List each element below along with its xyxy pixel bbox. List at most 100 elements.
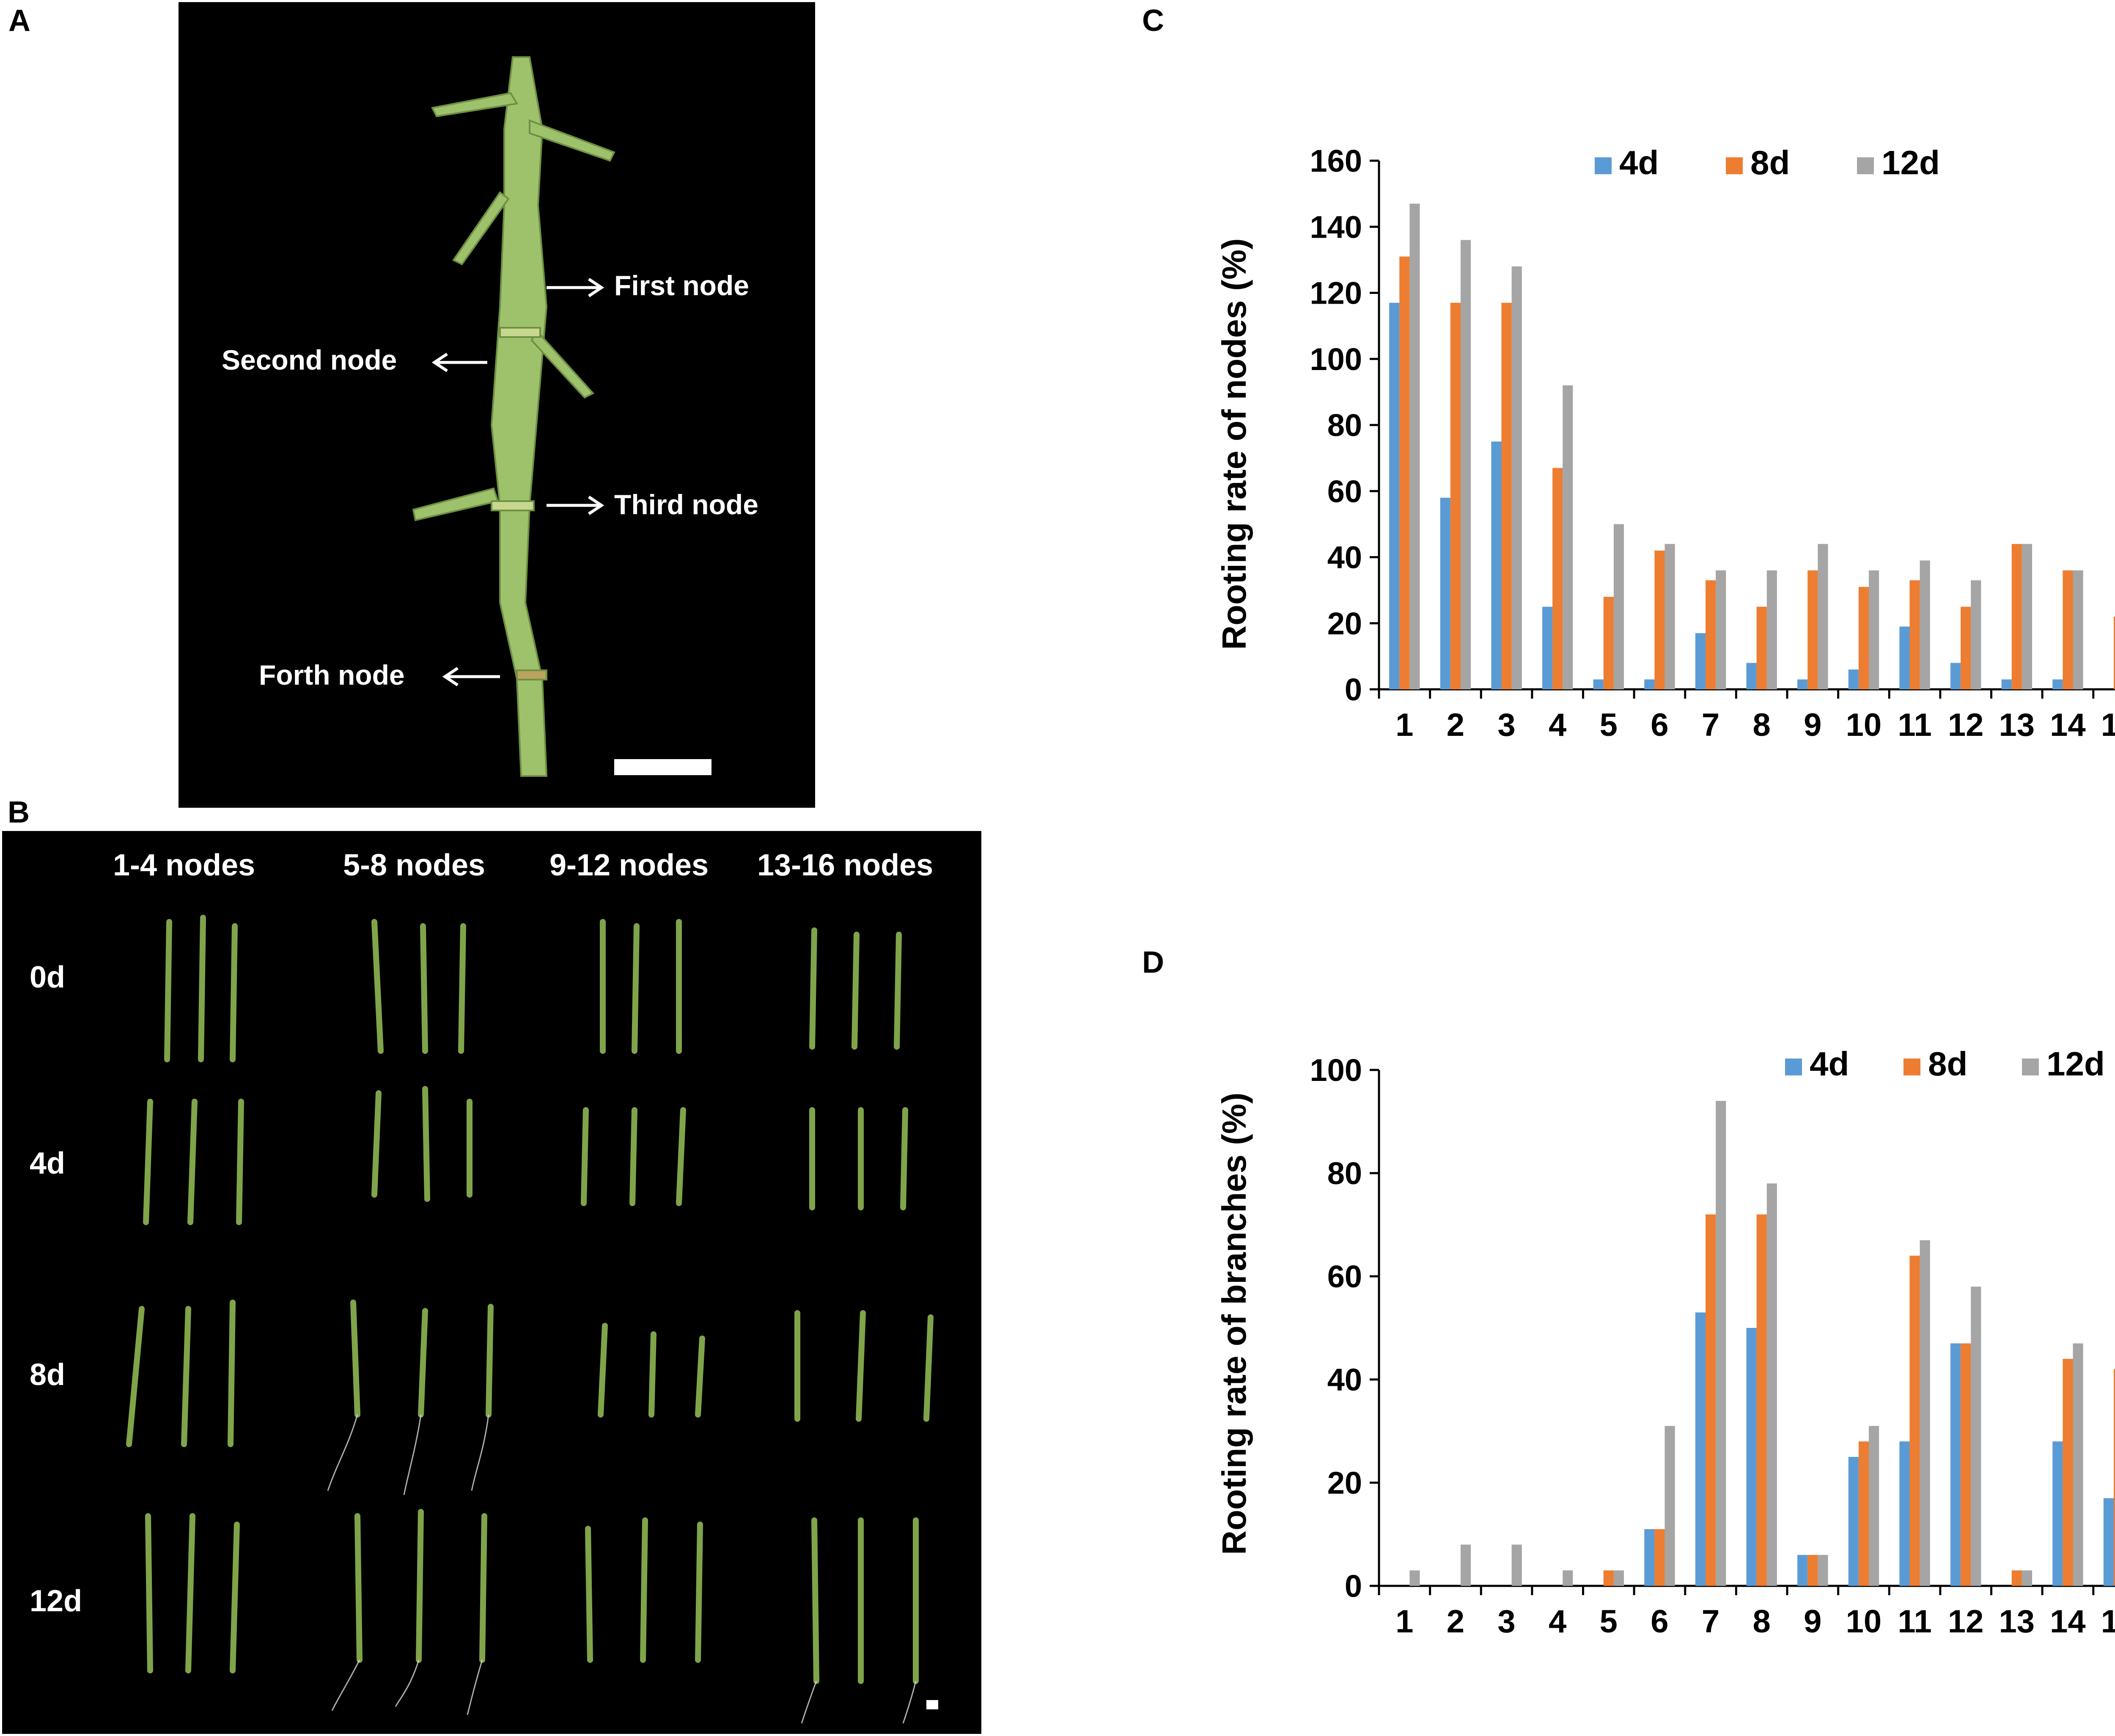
chart-c-x-tick-label: 7 — [1702, 707, 1719, 743]
label-third-node: Third node — [614, 489, 758, 520]
chart-d-bar-4d — [1746, 1328, 1757, 1586]
chart-d-bar-8d — [1961, 1343, 1971, 1586]
chart-d-bar-4d — [1950, 1343, 1961, 1586]
chart-c-bar-4d — [1644, 679, 1655, 689]
chart-d-bar-12d — [1461, 1544, 1471, 1586]
chart-c-ylabel: Rooting rate of nodes (%) — [1215, 238, 1253, 650]
chart-c-bar-4d — [1797, 679, 1808, 689]
panel-letter-b: B — [8, 795, 30, 829]
chart-c-bar-12d — [1766, 570, 1777, 689]
chart-d-bar-12d — [1971, 1286, 1981, 1586]
chart-c-y-tick-label: 100 — [1310, 342, 1362, 377]
chart-c-bar-8d — [2063, 570, 2073, 689]
chart-c-legend-label: 8d — [1750, 144, 1790, 181]
chart-c-bar-12d — [2073, 570, 2083, 689]
chart-c-bar-12d — [1869, 570, 1879, 689]
chart-d-bar-8d — [2063, 1359, 2073, 1586]
chart-c-bar-12d — [1613, 524, 1624, 689]
chart-d-bar-8d — [1756, 1214, 1767, 1586]
chart-c-legend-swatch — [1857, 157, 1874, 174]
chart-c-bar-4d — [1746, 663, 1757, 689]
chart-c-bar-12d — [1409, 203, 1420, 689]
chart-d-x-tick-label: 3 — [1497, 1604, 1515, 1640]
chart-c-bar-4d — [1950, 663, 1961, 689]
chart-d-bar-12d — [1920, 1240, 1930, 1586]
chart-c-x-tick-label: 11 — [1898, 707, 1931, 743]
chart-d-bar-12d — [1665, 1426, 1675, 1586]
chart-c-bar-12d — [1920, 560, 1930, 689]
chart-c-x-tick-label: 14 — [2050, 707, 2086, 743]
chart-c-x-tick-label: 5 — [1600, 707, 1618, 743]
chart-c-x-tick-label: 4 — [1549, 707, 1566, 743]
chart-d-x-tick-label: 11 — [1898, 1604, 1931, 1640]
chart-c-bar-8d — [1858, 587, 1869, 689]
chart-d-bar-12d — [1818, 1555, 1828, 1586]
chart-d-x-tick-label: 14 — [2050, 1604, 2086, 1640]
chart-c-bar-4d — [1695, 633, 1706, 689]
chart-c-bar-4d — [1389, 302, 1400, 689]
chart-c-bar-8d — [2011, 544, 2022, 689]
chart-c-bar-4d — [2001, 679, 2012, 689]
chart-d-bar-12d — [1613, 1570, 1624, 1586]
chart-d-y-tick-label: 60 — [1327, 1259, 1362, 1294]
chart-d-bar-8d — [1909, 1256, 1920, 1586]
chart-c-bar-8d — [1807, 570, 1818, 689]
column-label-4: 13-16 nodes — [757, 848, 934, 882]
chart-d-bar-8d — [1706, 1214, 1716, 1586]
chart-d-bar-8d — [1858, 1441, 1869, 1586]
chart-c-bar-12d — [1716, 570, 1726, 689]
chart-c-bar-4d — [1899, 626, 1910, 689]
chart-c-x-tick-label: 13 — [1999, 707, 2035, 743]
chart-d-bar-8d — [2114, 1369, 2115, 1586]
chart-d-x-tick-label: 6 — [1651, 1604, 1668, 1640]
label-forth-node: Forth node — [259, 659, 405, 691]
chart-d-bar-4d — [1797, 1555, 1808, 1586]
chart-c-bar-4d — [1848, 669, 1859, 689]
chart-d-legend-swatch — [1904, 1059, 1920, 1075]
chart-c-y-tick-label: 80 — [1327, 408, 1362, 443]
chart-c-bar-8d — [1909, 580, 1920, 689]
chart-c-y-tick-label: 40 — [1327, 540, 1362, 575]
chart-c-legend-label: 4d — [1619, 144, 1659, 181]
chart-d-x-tick-label: 12 — [1948, 1604, 1984, 1640]
chart-c-bar-8d — [1552, 468, 1563, 689]
chart-d-legend-label: 12d — [2046, 1045, 2105, 1083]
panel-letter-d: D — [1142, 946, 1164, 979]
column-label-2: 5-8 nodes — [343, 848, 486, 882]
chart-d-ylabel: Rooting rate of branches (%) — [1215, 1092, 1253, 1555]
chart-d-y-tick-label: 40 — [1327, 1362, 1362, 1397]
chart-d-legend-swatch — [2022, 1059, 2039, 1075]
chart-c-bar-4d — [1542, 606, 1553, 689]
chart-d-bar-12d — [2022, 1570, 2032, 1586]
chart-c-bar-12d — [1511, 266, 1522, 689]
chart-d-legend-label: 4d — [1810, 1045, 1849, 1083]
chart-c-bar-8d — [1654, 550, 1665, 689]
chart-d-x-tick-label: 9 — [1804, 1604, 1821, 1640]
chart-d-x-tick-label: 10 — [1846, 1604, 1882, 1640]
chart-c-x-tick-label: 9 — [1804, 707, 1821, 743]
chart-d-bar-12d — [1716, 1101, 1726, 1586]
chart-c-x-tick-label: 2 — [1447, 707, 1464, 743]
chart-c-x-tick-label: 3 — [1497, 707, 1515, 743]
chart-d-y-tick-label: 20 — [1327, 1465, 1362, 1500]
chart-d-bar-8d — [2011, 1570, 2022, 1586]
panel-a-photo: First node Second node Third node Forth … — [179, 2, 815, 808]
chart-c-y-tick-label: 20 — [1327, 606, 1362, 641]
chart-c-y-tick-label: 60 — [1327, 474, 1362, 509]
chart-c-bar-12d — [1818, 544, 1828, 689]
chart-c-bar-8d — [1399, 256, 1410, 689]
chart-c-y-tick-label: 0 — [1345, 672, 1362, 707]
chart-d-bar-8d — [1807, 1555, 1818, 1586]
chart-c: Rooting rate of nodes (%) 0 20 40 60 80 100 12… — [1215, 143, 2115, 743]
chart-d-bar-8d — [1603, 1570, 1614, 1586]
chart-d-legend-label: 8d — [1928, 1045, 1967, 1083]
chart-c-x-tick-label: 10 — [1846, 707, 1882, 743]
chart-d-x-tick-label: 13 — [1999, 1604, 2035, 1640]
chart-c-bar-12d — [1461, 240, 1471, 689]
chart-d-bar-4d — [1695, 1312, 1706, 1586]
chart-d-bar-12d — [1563, 1570, 1573, 1586]
chart-c-x-tick-label: 6 — [1651, 707, 1668, 743]
chart-c-legend-swatch — [1595, 157, 1612, 174]
chart-d-bar-4d — [1848, 1457, 1859, 1586]
chart-c-bar-8d — [1501, 302, 1512, 689]
